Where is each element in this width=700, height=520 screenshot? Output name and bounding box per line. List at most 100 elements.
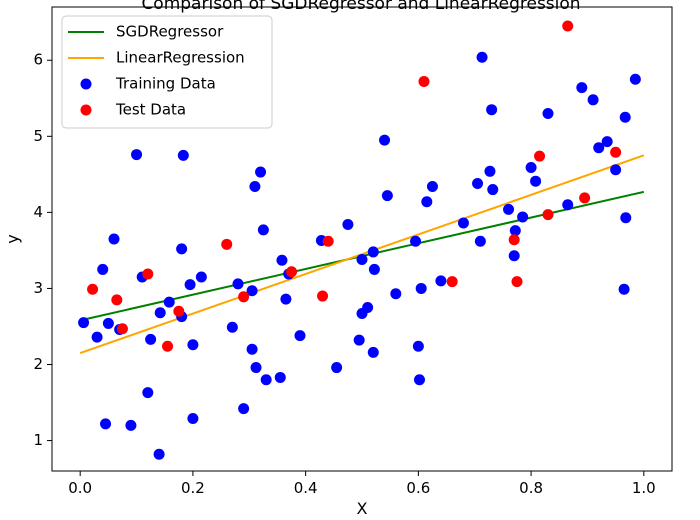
point-test-data [173, 305, 185, 317]
point-training-data [226, 321, 238, 333]
point-training-data [176, 243, 188, 255]
point-training-data [97, 263, 109, 275]
legend-label-sgdregressor: SGDRegressor [116, 23, 224, 41]
point-training-data [276, 254, 288, 266]
point-training-data [353, 334, 365, 346]
point-test-data [446, 276, 458, 288]
point-training-data [530, 175, 542, 187]
point-test-data [542, 209, 554, 221]
point-training-data [177, 149, 189, 161]
point-training-data [509, 225, 521, 237]
point-test-data [317, 290, 329, 302]
point-training-data [620, 212, 632, 224]
point-training-data [593, 142, 605, 154]
point-training-data [342, 219, 354, 231]
point-test-data [142, 268, 154, 280]
x-tick-label: 0.4 [294, 479, 318, 497]
point-training-data [503, 203, 515, 215]
point-training-data [260, 374, 272, 386]
point-test-data [221, 238, 233, 250]
point-training-data [131, 149, 143, 161]
y-axis: 1 2 3 4 5 6 [33, 51, 52, 449]
point-training-data [187, 413, 199, 425]
point-training-data [163, 296, 175, 308]
point-training-data [413, 374, 425, 386]
point-training-data [367, 246, 379, 258]
legend-swatch-test-data [80, 104, 92, 116]
x-tick-label: 0.0 [68, 479, 92, 497]
point-test-data [87, 283, 99, 295]
y-tick-label: 5 [33, 127, 43, 145]
point-training-data [154, 307, 166, 319]
point-training-data [415, 282, 427, 294]
point-training-data [484, 165, 496, 177]
legend-items: SGDRegressor LinearRegression Training Dat… [68, 23, 245, 119]
point-test-data [238, 291, 250, 303]
point-training-data [435, 275, 447, 287]
legend: SGDRegressor LinearRegression Training Dat… [61, 15, 273, 129]
point-test-data [418, 76, 430, 88]
point-training-data [421, 196, 433, 208]
point-training-data [250, 362, 262, 374]
point-training-data [153, 448, 165, 460]
point-training-data [486, 104, 498, 116]
point-training-data [274, 371, 286, 383]
point-test-data [562, 20, 574, 32]
point-training-data [562, 199, 574, 211]
point-training-data [255, 166, 267, 178]
y-tick-label: 3 [33, 279, 43, 297]
point-test-data [579, 192, 591, 204]
point-training-data [390, 288, 402, 300]
point-training-data [379, 134, 391, 146]
scatter-points [78, 20, 641, 460]
point-training-data [145, 333, 157, 345]
y-axis-label: y [3, 234, 22, 243]
point-training-data [246, 285, 258, 297]
point-test-data [162, 340, 174, 352]
point-training-data [356, 254, 368, 266]
point-training-data [474, 235, 486, 247]
point-training-data [619, 111, 631, 123]
point-training-data [410, 235, 422, 247]
point-training-data [368, 263, 380, 275]
point-training-data [257, 224, 269, 236]
point-training-data [331, 362, 343, 374]
point-training-data [601, 136, 613, 148]
point-training-data [294, 330, 306, 342]
point-training-data [184, 279, 196, 291]
plot-area [51, 6, 673, 472]
x-axis-label: X [357, 499, 368, 518]
x-tick-label: 0.8 [519, 479, 543, 497]
point-test-data [116, 323, 128, 335]
legend-box [61, 15, 273, 129]
point-training-data [426, 181, 438, 193]
point-training-data [367, 346, 379, 358]
point-training-data [618, 283, 630, 295]
point-training-data [125, 419, 137, 431]
point-training-data [487, 184, 499, 196]
point-training-data [187, 339, 199, 351]
point-training-data [472, 177, 484, 189]
point-test-data [534, 150, 546, 162]
point-training-data [195, 271, 207, 283]
point-training-data [362, 301, 374, 313]
point-training-data [142, 387, 154, 399]
point-test-data [286, 266, 298, 278]
y-tick-label: 4 [33, 203, 43, 221]
y-tick-label: 2 [33, 355, 43, 373]
x-tick-label: 0.6 [406, 479, 430, 497]
point-training-data [629, 73, 641, 85]
legend-swatch-training-data [80, 78, 92, 90]
point-training-data [517, 211, 529, 223]
point-training-data [100, 418, 112, 430]
point-training-data [542, 107, 554, 119]
point-training-data [246, 343, 258, 355]
point-test-data [511, 276, 523, 288]
x-tick-label: 0.2 [181, 479, 205, 497]
point-training-data [238, 403, 250, 415]
point-training-data [102, 317, 114, 329]
point-training-data [587, 94, 599, 106]
point-training-data [576, 82, 588, 94]
legend-label-linearregression: LinearRegression [116, 49, 245, 67]
